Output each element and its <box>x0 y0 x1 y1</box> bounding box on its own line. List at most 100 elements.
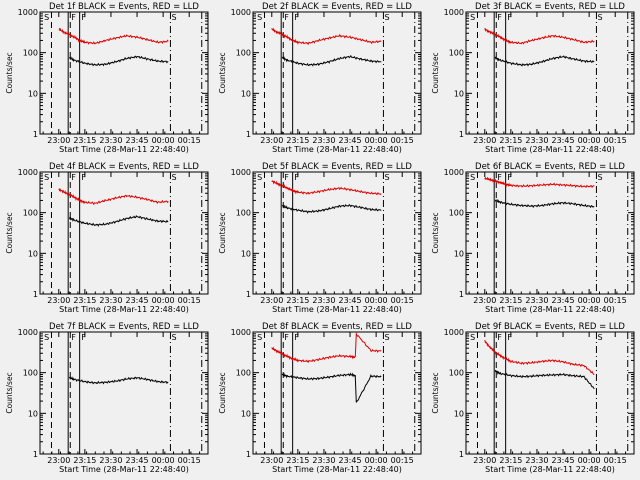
marker-label: S <box>257 13 262 22</box>
panel-title: Det 2f BLACK = Events, RED = LLD <box>262 2 412 12</box>
marker-label: F <box>497 333 502 342</box>
x-tick-label: 00:15 <box>604 296 627 305</box>
x-axis-label: Start Time (28-Mar-11 22:48:40) <box>272 465 402 474</box>
x-tick-label: 23:00 <box>47 456 70 465</box>
x-tick-label: 23:45 <box>126 136 149 145</box>
marker-label: S <box>171 333 176 342</box>
marker-label: S <box>470 333 475 342</box>
plot-frame <box>465 11 635 135</box>
x-tick-label: 00:00 <box>578 296 601 305</box>
y-tick-label: 100 <box>236 369 251 378</box>
panel-1: Det 1f BLACK = Events, RED = LLD 1 10 100 10… <box>5 2 209 154</box>
x-tick-label: 23:15 <box>499 456 522 465</box>
panel-title: Det 5f BLACK = Events, RED = LLD <box>262 162 412 172</box>
y-tick-label: 1000 <box>231 8 251 17</box>
marker-label: S <box>470 173 475 182</box>
y-tick-label: 1 <box>246 130 251 139</box>
marker-label: S <box>597 333 602 342</box>
y-tick-label: 1000 <box>18 168 38 177</box>
marker-label: F <box>497 13 502 22</box>
y-tick-label: 1000 <box>231 168 251 177</box>
panel-7: Det 7f BLACK = Events, RED = LLD 1 10 100 10… <box>5 322 209 474</box>
y-tick-label: 10 <box>454 409 464 418</box>
marker-label: F <box>284 173 289 182</box>
x-tick-label: 23:30 <box>525 296 548 305</box>
y-tick-label: 100 <box>236 49 251 58</box>
x-tick-label: 23:45 <box>552 296 575 305</box>
x-tick-label: 00:15 <box>604 456 627 465</box>
x-axis-label: Start Time (28-Mar-11 22:48:40) <box>485 145 615 154</box>
x-axis-label: Start Time (28-Mar-11 22:48:40) <box>59 465 189 474</box>
y-tick-label: 10 <box>454 249 464 258</box>
x-tick-label: 23:00 <box>47 136 70 145</box>
y-axis-label: Counts/sec <box>431 52 440 93</box>
plot-frame <box>39 11 209 135</box>
plot-frame <box>252 11 422 135</box>
y-tick-label: 100 <box>449 369 464 378</box>
y-axis-label: Counts/sec <box>218 372 227 413</box>
lld-series-line <box>484 176 595 189</box>
marker-label: F <box>81 173 86 182</box>
x-tick-label: 23:15 <box>499 296 522 305</box>
plot-frame <box>252 171 422 295</box>
x-axis-label: Start Time (28-Mar-11 22:48:40) <box>272 145 402 154</box>
x-tick-label: 00:15 <box>391 296 414 305</box>
panel-3: Det 3f BLACK = Events, RED = LLD 1 10 100 10… <box>431 2 635 154</box>
marker-label: F <box>71 173 76 182</box>
events-series-line <box>281 203 382 214</box>
events-series-line <box>494 55 595 67</box>
plot-frame <box>39 331 209 455</box>
y-tick-label: 1 <box>33 130 38 139</box>
panel-title: Det 9f BLACK = Events, RED = LLD <box>475 322 625 332</box>
marker-label: F <box>507 333 512 342</box>
events-series-line <box>281 372 382 404</box>
x-tick-label: 23:30 <box>312 456 335 465</box>
x-tick-label: 00:00 <box>578 136 601 145</box>
y-axis-label: Counts/sec <box>218 52 227 93</box>
y-tick-label: 10 <box>454 89 464 98</box>
x-tick-label: 00:15 <box>178 296 201 305</box>
y-tick-label: 1000 <box>231 328 251 337</box>
x-tick-label: 23:00 <box>260 136 283 145</box>
y-tick-label: 10 <box>241 249 251 258</box>
y-tick-label: 10 <box>241 409 251 418</box>
events-series-line <box>281 54 382 67</box>
marker-label: F <box>294 173 299 182</box>
y-tick-label: 100 <box>23 49 38 58</box>
x-tick-label: 00:00 <box>365 456 388 465</box>
y-tick-label: 1000 <box>444 328 464 337</box>
y-tick-label: 10 <box>28 409 38 418</box>
y-axis-label: Counts/sec <box>431 372 440 413</box>
y-axis-label: Counts/sec <box>5 372 14 413</box>
marker-label: F <box>81 13 86 22</box>
panel-title: Det 4f BLACK = Events, RED = LLD <box>49 162 199 172</box>
lld-series-line <box>484 339 595 375</box>
plot-frame <box>465 331 635 455</box>
lld-series-line <box>271 180 382 196</box>
x-axis-label: Start Time (28-Mar-11 22:48:40) <box>59 305 189 314</box>
x-tick-label: 00:00 <box>365 136 388 145</box>
x-tick-label: 23:45 <box>126 456 149 465</box>
x-tick-label: 23:15 <box>73 296 96 305</box>
events-series-line <box>494 198 595 209</box>
x-tick-label: 23:00 <box>260 296 283 305</box>
marker-label: S <box>171 13 176 22</box>
x-tick-label: 00:15 <box>604 136 627 145</box>
x-tick-label: 23:45 <box>552 456 575 465</box>
marker-label: F <box>71 333 76 342</box>
panel-6: Det 6f BLACK = Events, RED = LLD 1 10 100 10… <box>431 162 635 314</box>
y-tick-label: 1 <box>459 450 464 459</box>
x-tick-label: 00:15 <box>178 136 201 145</box>
marker-label: S <box>257 333 262 342</box>
marker-label: S <box>384 173 389 182</box>
x-tick-label: 23:15 <box>286 296 309 305</box>
panel-title: Det 7f BLACK = Events, RED = LLD <box>49 322 199 332</box>
panel-9: Det 9f BLACK = Events, RED = LLD 1 10 100 10… <box>431 322 635 474</box>
y-axis-label: Counts/sec <box>5 212 14 253</box>
marker-label: S <box>597 13 602 22</box>
x-tick-label: 23:30 <box>525 136 548 145</box>
x-axis-label: Start Time (28-Mar-11 22:48:40) <box>485 305 615 314</box>
panel-title: Det 8f BLACK = Events, RED = LLD <box>262 322 412 332</box>
